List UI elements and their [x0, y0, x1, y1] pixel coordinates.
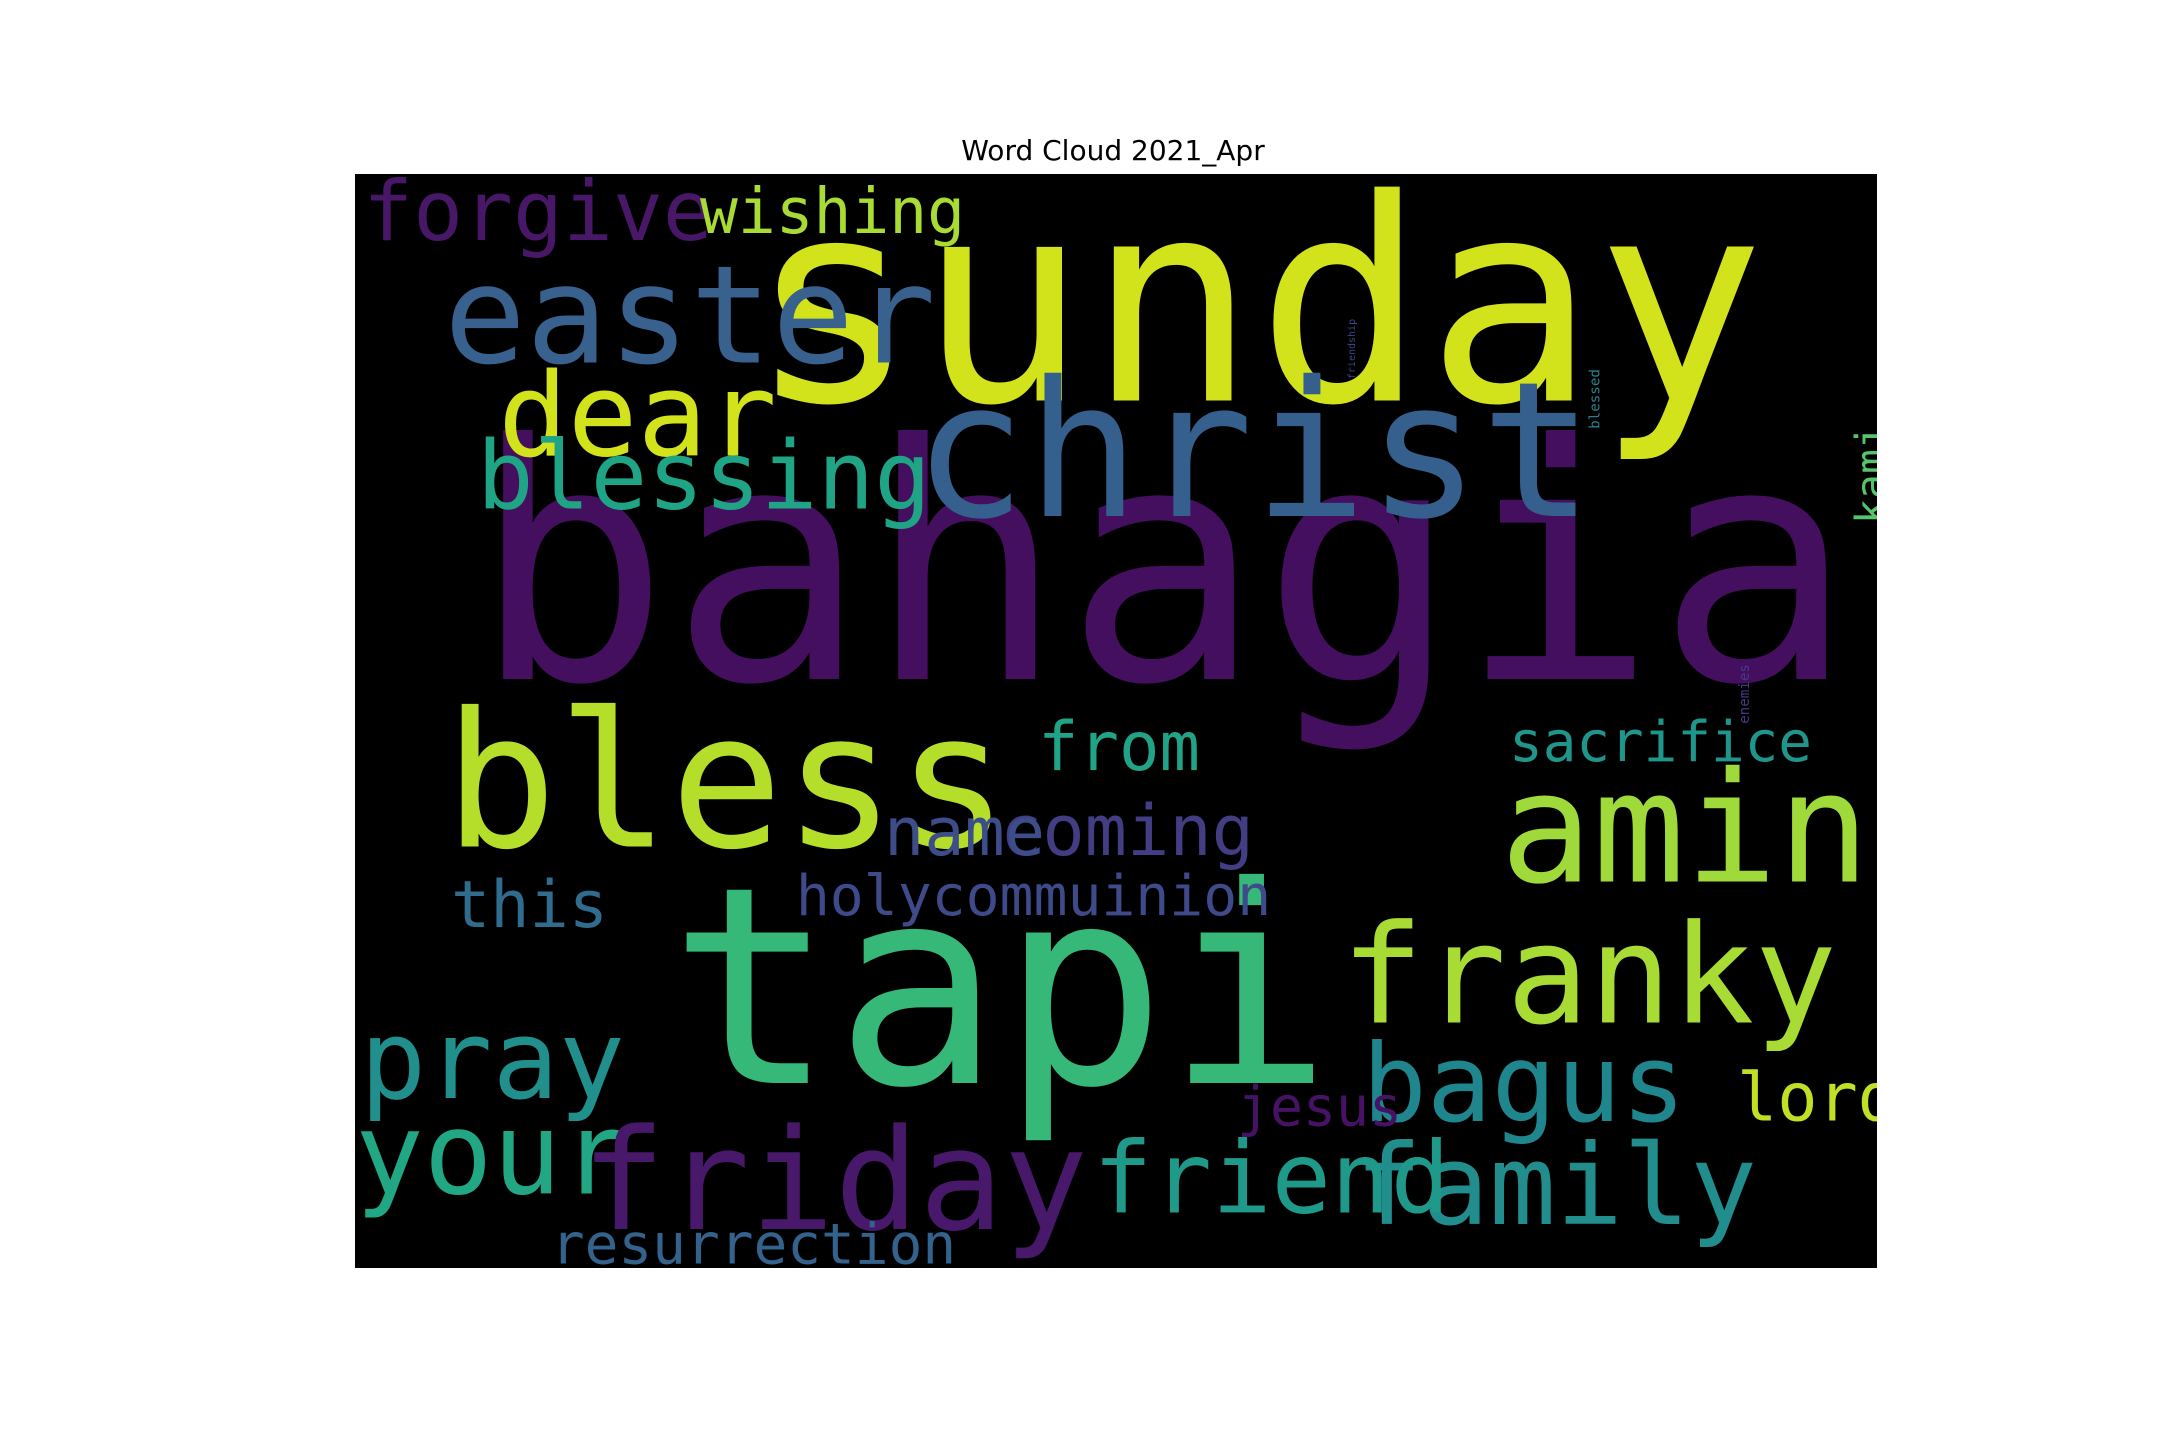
word-amin: amin	[1500, 740, 1870, 919]
word-your: your	[355, 1088, 630, 1221]
word-from: from	[1038, 708, 1200, 786]
word-pray: pray	[360, 996, 625, 1124]
word-forgive: forgive	[363, 174, 713, 260]
word-sacrifice: sacrifice	[1509, 710, 1812, 775]
word-friday: friday	[581, 1100, 1088, 1263]
word-bagus: bagus	[1362, 1022, 1686, 1147]
chart-title: Word Cloud 2021_Apr	[961, 134, 1265, 167]
cloud-background	[355, 174, 1877, 1268]
word-christ: christ	[913, 342, 1594, 561]
word-easter: easter	[444, 238, 936, 396]
word-coming: coming	[1000, 790, 1254, 872]
word-franky: franky	[1341, 897, 1837, 1056]
word-tapi: tapi	[669, 827, 1332, 1148]
word-family: family	[1355, 1122, 1757, 1251]
word-bless: bless	[444, 674, 1009, 892]
word-friend: friend	[1093, 1122, 1450, 1237]
word-wishing: wishing	[700, 175, 965, 248]
word-friendship: friendship	[1347, 319, 1358, 379]
word-holycommuinion: holycommuinion	[796, 864, 1271, 929]
word-resurrection: resurrection	[551, 1213, 956, 1269]
word-this: this	[451, 867, 608, 943]
word-blessing: blessing	[477, 422, 931, 532]
word-sunday: sunday	[748, 174, 1765, 468]
word-kami: kami	[1847, 424, 1878, 524]
word-blessed: blessed	[1588, 369, 1604, 429]
word-name: name	[884, 793, 1045, 871]
word-jesus: jesus	[1237, 1075, 1402, 1139]
word-lord: lord	[1737, 1059, 1877, 1137]
word-dear: dear	[498, 350, 777, 484]
word-bahagia: bahagia	[472, 376, 1853, 757]
word-enemies: enemies	[1737, 664, 1753, 724]
